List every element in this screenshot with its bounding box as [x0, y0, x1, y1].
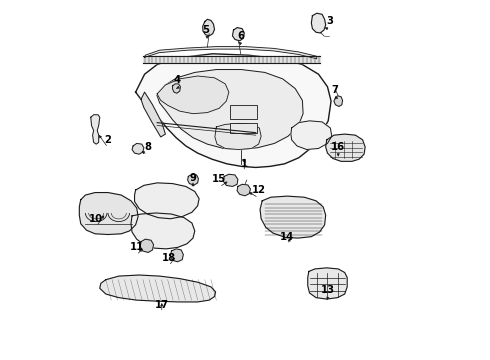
Text: 6: 6	[237, 31, 244, 41]
Text: 16: 16	[331, 142, 345, 152]
Polygon shape	[79, 193, 138, 234]
Text: 7: 7	[331, 85, 338, 95]
Polygon shape	[145, 46, 317, 59]
Polygon shape	[131, 213, 195, 249]
Polygon shape	[100, 275, 216, 302]
Text: 5: 5	[202, 25, 209, 35]
Polygon shape	[157, 76, 229, 114]
Text: 9: 9	[190, 173, 196, 183]
Text: 13: 13	[320, 285, 335, 296]
Polygon shape	[326, 134, 365, 161]
Polygon shape	[215, 123, 261, 149]
Bar	[230, 105, 257, 119]
Polygon shape	[223, 174, 238, 186]
Text: 15: 15	[212, 174, 226, 184]
Polygon shape	[143, 56, 320, 63]
Polygon shape	[141, 92, 166, 137]
Polygon shape	[311, 13, 326, 33]
Text: 17: 17	[155, 300, 169, 310]
Text: 4: 4	[173, 75, 180, 85]
Text: 12: 12	[252, 185, 266, 195]
Polygon shape	[237, 184, 250, 196]
Polygon shape	[172, 84, 180, 93]
Bar	[230, 123, 257, 134]
Polygon shape	[334, 96, 343, 107]
Text: 8: 8	[144, 142, 151, 152]
Polygon shape	[135, 183, 199, 219]
Text: 11: 11	[129, 242, 144, 252]
Polygon shape	[260, 196, 326, 238]
Polygon shape	[140, 239, 153, 252]
Polygon shape	[171, 249, 183, 262]
Text: 1: 1	[241, 159, 248, 169]
Polygon shape	[232, 28, 245, 41]
Polygon shape	[132, 143, 144, 154]
Polygon shape	[91, 115, 100, 144]
Text: 14: 14	[280, 232, 294, 242]
Text: 18: 18	[162, 253, 176, 263]
Polygon shape	[136, 54, 331, 167]
Polygon shape	[188, 174, 198, 185]
Text: 10: 10	[89, 214, 103, 224]
Text: 3: 3	[326, 17, 333, 27]
Polygon shape	[308, 268, 347, 299]
Polygon shape	[157, 69, 303, 149]
Text: 2: 2	[104, 135, 111, 145]
Polygon shape	[291, 121, 332, 149]
Polygon shape	[203, 19, 215, 36]
